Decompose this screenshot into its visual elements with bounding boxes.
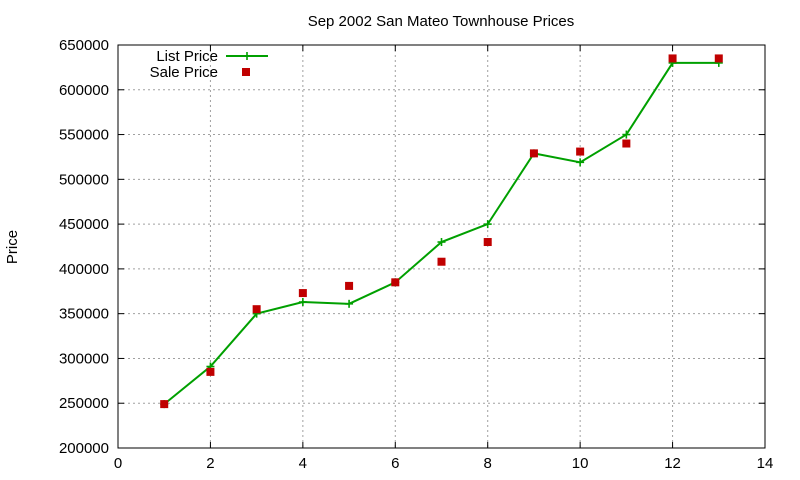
- series-list-price: [160, 58, 723, 409]
- list-price-line: [163, 61, 719, 405]
- x-tick-label: 6: [391, 455, 399, 472]
- sale-price-point: [345, 281, 354, 290]
- legend-marker-list-price: [243, 52, 251, 60]
- sale-price-point: [483, 238, 492, 247]
- list-price-point: [483, 220, 492, 229]
- sale-price-point: [298, 289, 307, 298]
- x-tick-label: 10: [572, 455, 589, 472]
- sale-price-point: [668, 54, 677, 63]
- list-price-point: [437, 238, 446, 247]
- sale-price-point: [576, 147, 585, 156]
- legend-label-sale-price: Sale Price: [150, 64, 218, 81]
- list-price-point: [298, 298, 307, 307]
- y-tick-label: 200000: [59, 440, 109, 457]
- axis-ticks: 0 2 4 6 8 10 12 14 200000 250000 300000 350000 40000…: [59, 37, 773, 472]
- sale-price-point: [437, 257, 446, 266]
- x-tick-label: 12: [664, 455, 681, 472]
- grid-lines: [118, 45, 765, 448]
- y-tick-label: 600000: [59, 82, 109, 99]
- plot-border: [117, 44, 766, 449]
- x-tick-label: 14: [757, 455, 774, 472]
- x-tick-label: 8: [484, 455, 492, 472]
- y-tick-label: 500000: [59, 171, 109, 188]
- x-tick-label: 0: [114, 455, 122, 472]
- x-tick-label: 2: [206, 455, 214, 472]
- series-sale-price: [160, 54, 723, 409]
- y-axis-label: Price: [4, 230, 21, 264]
- sale-price-point: [160, 400, 169, 409]
- sale-price-point: [391, 278, 400, 287]
- x-tick-label: 4: [299, 455, 307, 472]
- list-price-point: [622, 130, 631, 139]
- y-tick-label: 450000: [59, 216, 109, 233]
- y-tick-label: 550000: [59, 127, 109, 144]
- y-tick-label: 400000: [59, 261, 109, 278]
- y-tick-label: 300000: [59, 350, 109, 367]
- y-tick-label: 250000: [59, 395, 109, 412]
- sale-price-point: [206, 367, 215, 376]
- legend-label-list-price: List Price: [156, 48, 218, 65]
- series-layer: [160, 54, 723, 409]
- sale-price-point: [529, 149, 538, 158]
- chart-title: Sep 2002 San Mateo Townhouse Prices: [308, 13, 575, 30]
- y-tick-label: 350000: [59, 306, 109, 323]
- list-price-point: [345, 299, 354, 308]
- list-price-point: [576, 158, 585, 167]
- sale-price-point: [714, 54, 723, 63]
- y-tick-label: 650000: [59, 37, 109, 54]
- sale-price-point: [622, 139, 631, 148]
- sale-price-point: [252, 305, 261, 314]
- legend-marker-sale-price: [242, 68, 250, 76]
